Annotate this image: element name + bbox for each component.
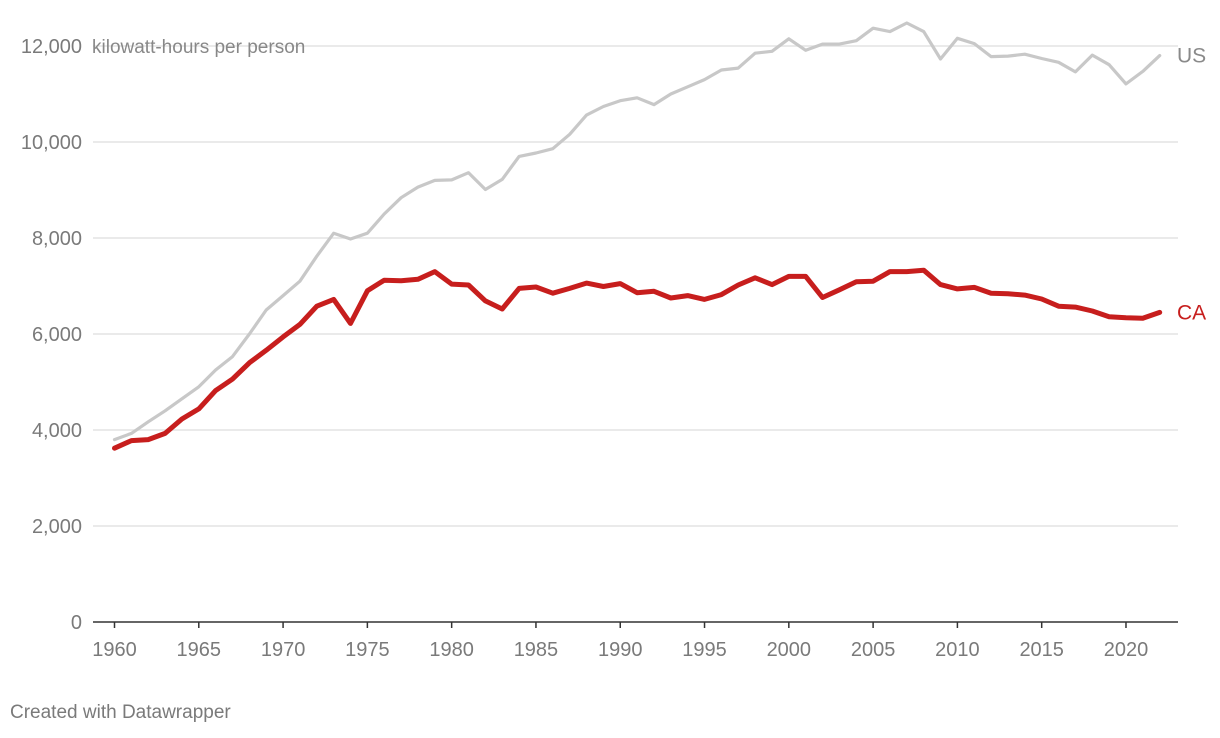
x-tick-label: 2010 bbox=[935, 639, 980, 661]
x-tick-label: 2005 bbox=[851, 639, 896, 661]
series-labels: US CA bbox=[1177, 45, 1206, 325]
x-tick-label: 2000 bbox=[767, 639, 812, 661]
y-tick-label: 10,000 bbox=[21, 132, 82, 154]
x-tick-label: 1965 bbox=[177, 639, 222, 661]
x-axis-tick-labels: 1960 1965 1970 1975 1980 1985 1990 1995 2000 2005… bbox=[92, 639, 1148, 661]
gridlines bbox=[93, 45, 1178, 527]
credit-text: Created with Datawrapper bbox=[10, 702, 231, 723]
y-tick-label: 12,000 bbox=[21, 36, 82, 58]
y-axis-tick-labels: 0 2,000 4,000 6,000 8,000 10,000 12,000 bbox=[21, 36, 82, 634]
x-tick-label: 1960 bbox=[92, 639, 137, 661]
series-line-us bbox=[112, 21, 1162, 442]
series-lines bbox=[112, 21, 1163, 451]
series-label-us: US bbox=[1177, 45, 1206, 68]
y-tick-label: 0 bbox=[71, 612, 82, 634]
x-axis-ticks bbox=[113, 622, 1127, 628]
x-tick-label: 1970 bbox=[261, 639, 306, 661]
x-tick-label: 1990 bbox=[598, 639, 643, 661]
y-tick-label: 2,000 bbox=[32, 516, 82, 538]
series-line-ca bbox=[112, 267, 1163, 451]
x-tick-label: 1985 bbox=[514, 639, 559, 661]
x-tick-label: 2020 bbox=[1104, 639, 1149, 661]
x-tick-label: 2015 bbox=[1019, 639, 1064, 661]
y-axis-unit-label: kilowatt-hours per person bbox=[92, 37, 305, 58]
y-tick-label: 8,000 bbox=[32, 228, 82, 250]
y-tick-label: 6,000 bbox=[32, 324, 82, 346]
x-tick-label: 1980 bbox=[429, 639, 474, 661]
x-tick-label: 1975 bbox=[345, 639, 390, 661]
x-tick-label: 1995 bbox=[682, 639, 727, 661]
y-tick-label: 4,000 bbox=[32, 420, 82, 442]
series-label-ca: CA bbox=[1177, 301, 1206, 324]
